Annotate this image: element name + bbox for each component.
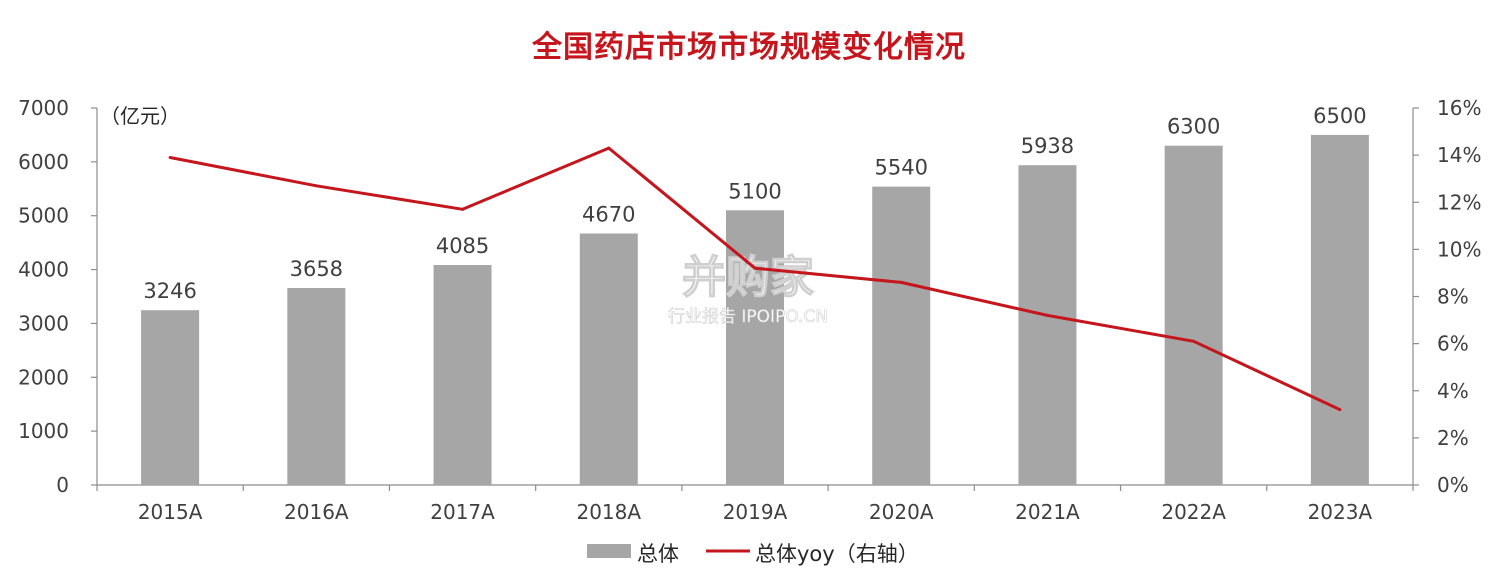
watermark-main: 并购家 — [682, 252, 814, 303]
yoy-point — [168, 155, 172, 159]
right-tick-label: 16% — [1437, 96, 1481, 120]
yoy-point — [461, 207, 465, 211]
watermark: 并购家 行业报告 IPOIPO.CN — [668, 251, 829, 327]
x-tick-label: 2020A — [869, 500, 934, 524]
bar — [872, 186, 931, 486]
bar-value-label: 3658 — [290, 257, 343, 281]
right-tick-label: 10% — [1437, 237, 1481, 261]
right-tick-label: 6% — [1437, 332, 1469, 356]
bar-value-label: 6500 — [1313, 104, 1366, 128]
bar — [726, 210, 784, 486]
right-tick-label: 14% — [1437, 143, 1481, 167]
watermark-sub: 行业报告 IPOIPO.CN — [668, 307, 828, 327]
bar-value-label: 6300 — [1167, 115, 1220, 139]
legend: 总体 总体yoy（右轴） — [587, 542, 919, 566]
left-tick-label: 2000 — [18, 365, 69, 389]
right-tick-label: 8% — [1437, 285, 1469, 309]
bar — [141, 310, 200, 485]
legend-swatch-bar — [587, 544, 631, 558]
legend-label-line: 总体yoy（右轴） — [755, 542, 919, 566]
legend-label-bar: 总体 — [637, 542, 679, 566]
right-tick-label: 2% — [1437, 426, 1469, 450]
left-tick-label: 4000 — [18, 258, 69, 282]
yoy-point — [753, 266, 757, 270]
bar-value-label: 3246 — [143, 279, 196, 303]
bar — [1310, 134, 1369, 485]
left-tick-label: 1000 — [18, 419, 69, 443]
right-tick-label: 4% — [1437, 379, 1469, 403]
right-tick-label: 0% — [1437, 473, 1469, 497]
bar-value-label: 5540 — [874, 156, 927, 180]
x-tick-label: 2015A — [138, 500, 203, 524]
x-tick-label: 2021A — [1015, 500, 1080, 524]
right-tick-label: 12% — [1437, 190, 1481, 214]
left-tick-label: 7000 — [18, 96, 69, 120]
yoy-point — [1192, 339, 1196, 343]
x-tick-label: 2023A — [1308, 500, 1373, 524]
yoy-point — [1045, 313, 1049, 317]
yoy-point — [1338, 408, 1342, 412]
chart-title: 全国药店市场市场规模变化情况 — [532, 30, 966, 65]
x-tick-label: 2022A — [1161, 500, 1226, 524]
bar-value-label: 4085 — [436, 234, 489, 258]
yoy-point — [899, 280, 903, 284]
left-tick-label: 0 — [56, 473, 69, 497]
x-tick-label: 2017A — [430, 500, 495, 524]
bar — [1164, 145, 1223, 485]
x-tick-label: 2016A — [284, 500, 349, 524]
bar — [1018, 165, 1077, 485]
bar — [433, 264, 492, 485]
yoy-point — [607, 146, 611, 150]
yoy-point — [314, 184, 318, 188]
bar-value-label: 5938 — [1021, 134, 1074, 158]
bar — [579, 233, 638, 485]
x-tick-label: 2019A — [723, 500, 788, 524]
left-tick-label: 6000 — [18, 150, 69, 174]
bar-value-label: 5100 — [728, 179, 781, 203]
left-tick-label: 3000 — [18, 311, 69, 335]
x-tick-label: 2018A — [576, 500, 641, 524]
bar — [287, 287, 346, 485]
left-tick-label: 5000 — [18, 204, 69, 228]
bar-value-label: 4670 — [582, 202, 635, 226]
left-axis-unit: （亿元） — [100, 104, 180, 128]
